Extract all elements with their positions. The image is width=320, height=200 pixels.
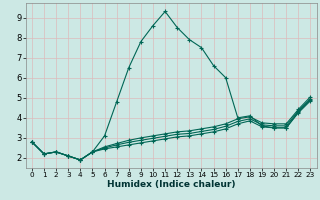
X-axis label: Humidex (Indice chaleur): Humidex (Indice chaleur) [107, 180, 236, 189]
